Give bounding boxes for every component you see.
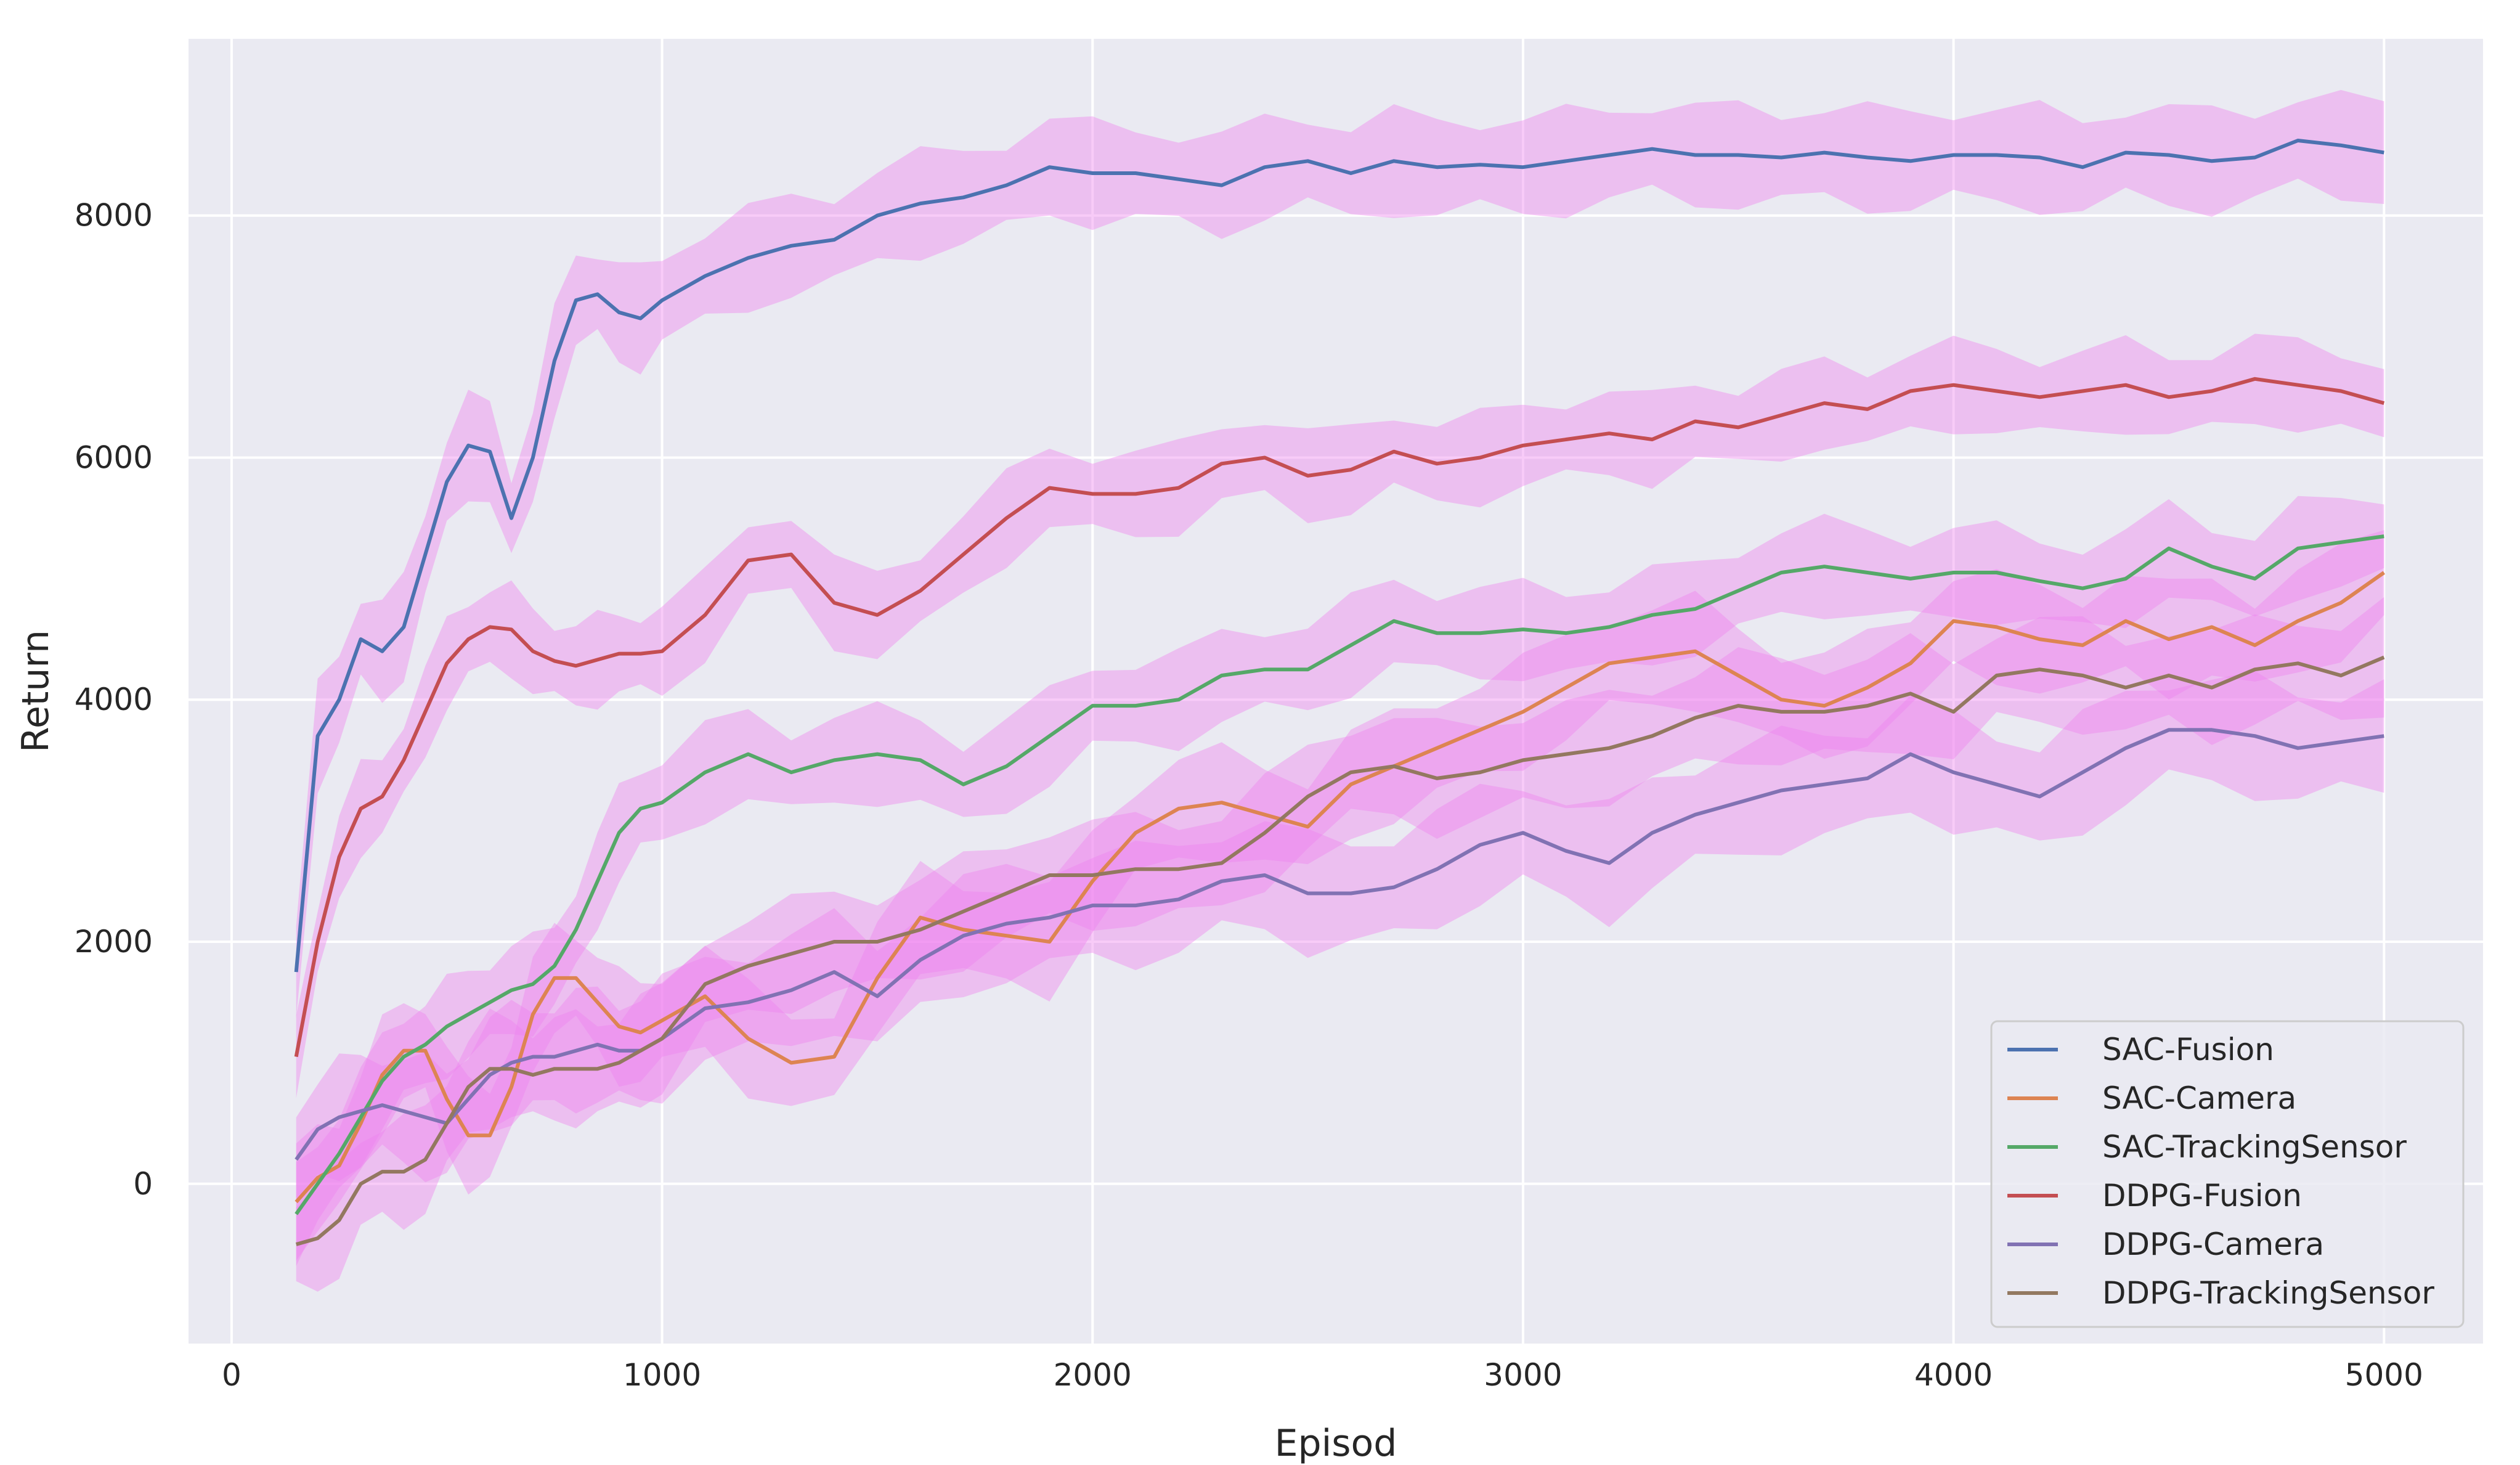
- legend-label: DDPG-TrackingSensor: [2102, 1275, 2434, 1311]
- legend-label: SAC-Camera: [2102, 1080, 2296, 1116]
- band-ddpg-fusion: [296, 333, 2384, 1098]
- x-axis-title: Episod: [1275, 1422, 1397, 1465]
- series-line-sac-trackingsensor: [295, 534, 2384, 1215]
- legend-label: SAC-TrackingSensor: [2102, 1129, 2407, 1165]
- legend-box: [1990, 1020, 2465, 1328]
- series-lines: [294, 139, 2386, 1246]
- x-tick-label: 4000: [1914, 1357, 1993, 1393]
- band-ddpg-camera: [296, 671, 2384, 1202]
- series-line-sac-fusion: [294, 139, 2384, 973]
- x-axis-ticks: 0 1000 2000 3000 4000 5000: [222, 1357, 2423, 1393]
- y-axis-title: Return: [14, 630, 57, 753]
- x-tick-label: 5000: [2345, 1357, 2423, 1393]
- x-tick-label: 3000: [1484, 1357, 1562, 1393]
- x-tick-label: 0: [222, 1357, 242, 1393]
- series-line-ddpg-trackingsensor: [295, 655, 2385, 1246]
- legend-label: SAC-Fusion: [2102, 1032, 2274, 1067]
- x-tick-label: 1000: [623, 1357, 701, 1393]
- band-sac-fusion: [296, 90, 2384, 1018]
- y-tick-label: 6000: [75, 439, 153, 475]
- y-tick-label: 2000: [75, 924, 153, 960]
- series-line-sac-camera: [295, 571, 2386, 1204]
- y-tick-label: 8000: [75, 198, 153, 234]
- band-ddpg-trackingsensor: [296, 597, 2384, 1292]
- x-tick-label: 2000: [1054, 1357, 1132, 1393]
- series-line-ddpg-fusion: [294, 377, 2385, 1058]
- legend-label: DDPG-Fusion: [2102, 1178, 2302, 1214]
- legend-label: DDPG-Camera: [2102, 1226, 2324, 1262]
- y-tick-label: 0: [133, 1166, 153, 1202]
- y-axis-ticks: 0 2000 4000 6000 8000: [75, 198, 153, 1202]
- legend: SAC-Fusion SAC-Camera SAC-TrackingSensor DD…: [1990, 1020, 2465, 1328]
- band-sac-camera: [296, 530, 2384, 1261]
- y-tick-label: 4000: [75, 682, 153, 717]
